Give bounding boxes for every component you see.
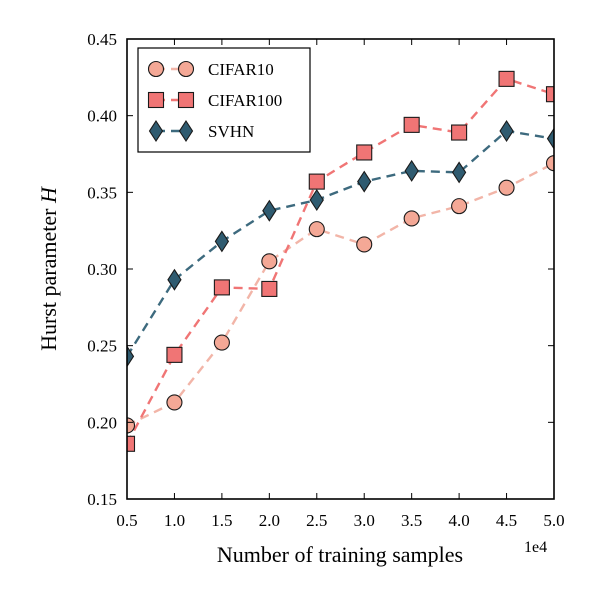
legend-marker xyxy=(178,119,194,143)
data-point-cifar100 xyxy=(127,435,136,452)
data-point-svhn xyxy=(214,230,230,253)
data-point-cifar10 xyxy=(451,198,468,215)
series-layer xyxy=(127,70,554,452)
legend-box xyxy=(137,47,311,153)
data-point-cifar100 xyxy=(166,346,183,363)
data-point-cifar100 xyxy=(261,280,278,297)
series-line-cifar100 xyxy=(127,77,554,445)
data-point-svhn xyxy=(404,159,419,182)
data-point-cifar10 xyxy=(127,417,136,434)
data-point-cifar100 xyxy=(308,173,325,190)
x-tick-label: 4.5 xyxy=(496,511,517,530)
data-point-svhn xyxy=(262,199,277,222)
data-point-svhn xyxy=(499,119,514,143)
data-point-cifar10 xyxy=(308,221,325,238)
legend-label: CIFAR100 xyxy=(208,91,282,110)
x-tick-label: 1.5 xyxy=(211,511,232,530)
y-tick-label: 0.40 xyxy=(87,107,117,126)
data-point-cifar10 xyxy=(356,236,373,253)
x-axis-title: Number of training samples xyxy=(217,542,463,567)
x-tick-label: 4.0 xyxy=(448,511,469,530)
legend-marker xyxy=(147,60,165,78)
legend-marker xyxy=(148,119,164,143)
data-point-svhn xyxy=(167,268,182,291)
data-point-cifar100 xyxy=(356,144,373,161)
data-point-cifar100 xyxy=(498,70,515,87)
data-point-cifar100 xyxy=(545,86,554,103)
series-line-svhn xyxy=(127,129,554,358)
data-point-cifar100 xyxy=(451,124,468,141)
x-tick-label: 5.0 xyxy=(543,511,564,530)
data-point-cifar10 xyxy=(166,394,183,411)
x-tick-label: 3.5 xyxy=(401,511,422,530)
data-point-svhn xyxy=(127,345,135,368)
data-point-svhn xyxy=(357,170,372,193)
y-axis-title-variable: H xyxy=(36,186,61,204)
data-point-cifar100 xyxy=(403,116,420,133)
ticks-layer: 0.5 1.0 1.5 2.0 2.5 3.0 3.5 4.0 4.5 5.0 0.15 0.20 0.… xyxy=(87,30,564,530)
legend-label: CIFAR10 xyxy=(208,60,274,79)
y-axis-title-prefix: Hurst parameter xyxy=(36,203,61,351)
legend-label: SVHN xyxy=(208,122,254,141)
x-axis-offset-label: 1e4 xyxy=(524,539,547,556)
legend: CIFAR10 CIFAR100 SVHN xyxy=(137,47,311,153)
data-point-cifar10 xyxy=(213,334,230,351)
data-point-svhn xyxy=(451,161,467,184)
y-tick-label: 0.15 xyxy=(87,490,117,509)
x-tick-label: 2.5 xyxy=(306,511,327,530)
x-tick-label: 3.0 xyxy=(354,511,375,530)
legend-marker xyxy=(177,60,195,78)
data-point-cifar10 xyxy=(403,210,420,227)
data-point-cifar10 xyxy=(545,155,554,172)
series-line-cifar10 xyxy=(127,162,554,427)
data-point-svhn xyxy=(309,188,324,212)
y-tick-label: 0.45 xyxy=(87,30,117,49)
data-point-cifar10 xyxy=(498,179,515,196)
legend-marker xyxy=(177,91,195,109)
y-tick-label: 0.25 xyxy=(87,337,117,356)
data-point-cifar10 xyxy=(261,253,278,270)
y-tick-label: 0.35 xyxy=(87,183,117,202)
x-tick-label: 1.0 xyxy=(164,511,185,530)
data-point-svhn xyxy=(546,127,554,150)
data-point-cifar100 xyxy=(213,279,230,296)
y-tick-label: 0.20 xyxy=(87,413,117,432)
legend-marker xyxy=(147,91,165,109)
x-tick-label: 2.0 xyxy=(259,511,280,530)
y-tick-label: 0.30 xyxy=(87,260,117,279)
y-axis-title: Hurst parameter H xyxy=(36,186,61,351)
x-tick-label: 0.5 xyxy=(116,511,137,530)
